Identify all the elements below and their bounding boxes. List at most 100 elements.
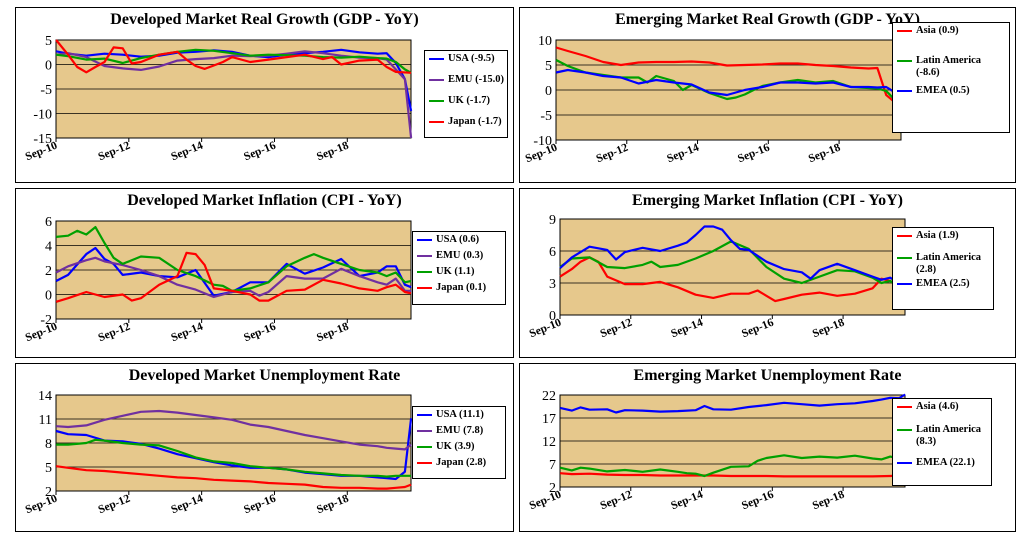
legend-label: UK (-1.7) [448,95,490,106]
legend-label: EMEA (22.1) [916,457,975,468]
y-tick-label: 17 [542,412,556,427]
y-tick-label: 0 [45,289,52,304]
legend-swatch [897,283,912,286]
legend-swatch [417,414,432,417]
y-tick-label: 2 [45,485,52,500]
legend-swatch [417,462,432,465]
x-tick-label: Sep-16 [740,317,776,341]
chart-svg: 2 5 8 11 14 Sep-10 Sep-12 Sep-14 Sep-16 Sep-18 [24,389,413,517]
legend-label: EMEA (0.5) [916,85,970,96]
series-line-japan [55,39,412,74]
series-line-emu [55,256,412,299]
x-tick-label: Sep-12 [97,321,133,345]
legend-label: EMU (7.8) [436,425,484,436]
legend-swatch [897,429,912,432]
y-tick-label: -5 [540,109,552,124]
x-tick-label: Sep-14 [169,493,205,517]
legend-swatch [417,271,432,274]
y-tick-label: -15 [33,132,52,147]
x-tick-label: Sep-18 [811,489,847,513]
legend: Asia (4.6) Latin America (8.3) EMEA (22.1) [892,398,992,486]
legend: USA (0.6) EMU (0.3) UK (1.1) Japan (0.1) [412,231,506,305]
chart-svg: 0 3 6 9 Sep-10 Sep-12 Sep-14 Sep-16 Sep-18 [528,213,906,341]
legend-swatch [897,60,912,63]
series-line-asia [555,46,903,104]
series-line-emu [56,409,412,451]
legend-label: Asia (1.9) [916,230,959,241]
y-tick-label: 0 [45,59,52,74]
x-tick-label: Sep-14 [669,317,705,341]
x-tick-label: Sep-16 [242,321,278,345]
legend-label: UK (3.9) [436,441,475,452]
y-tick-label: 10 [538,34,552,49]
chart-panel-dm-gdp: Developed Market Real Growth (GDP - YoY)… [15,7,514,183]
legend: Asia (1.9) Latin America (2.8) EMEA (2.5) [892,227,994,310]
x-tick-label: Sep-10 [24,493,60,517]
legend-label: EMU (0.3) [436,250,484,261]
legend-swatch [897,90,912,93]
y-tick-label: 11 [39,413,52,428]
legend-swatch [429,121,444,124]
series-line-emea [559,225,906,290]
x-tick-label: Sep-16 [242,140,278,164]
series-line-japan [55,465,412,490]
legend-label: Asia (4.6) [916,401,959,412]
x-tick-label: Sep-18 [315,140,351,164]
y-tick-label: 7 [549,458,556,473]
series-line-latin [559,454,906,478]
x-tick-label: Sep-10 [528,489,564,513]
x-tick-label: Sep-12 [599,317,635,341]
legend-swatch [429,58,444,61]
x-tick-label: Sep-12 [595,142,631,166]
x-tick-label: Sep-12 [599,489,635,513]
legend-label: USA (-9.5) [448,53,495,64]
y-tick-label: 0 [549,309,556,324]
chart-title: Developed Market Unemployment Rate [128,367,401,384]
legend-label: USA (11.1) [436,409,484,420]
series-line-uk [56,438,412,478]
y-tick-label: 2 [45,264,52,279]
legend-label: Japan (0.1) [436,282,487,293]
y-tick-label: 6 [45,215,52,230]
legend: Asia (0.9) Latin America (-8.6) EMEA (0.5) [892,22,1010,133]
legend-label: Japan (-1.7) [448,116,502,127]
x-tick-label: Sep-12 [97,140,133,164]
legend-label: Japan (2.8) [436,457,487,468]
y-tick-label: 2 [549,481,556,496]
y-tick-label: 6 [549,245,556,260]
x-tick-label: Sep-14 [669,489,705,513]
legend-swatch [417,446,432,449]
series-line-latin [559,240,906,290]
chart-title: Emerging Market Inflation (CPI - YoY) [632,192,903,209]
y-tick-label: 0 [545,84,552,99]
x-tick-label: Sep-18 [807,142,843,166]
legend-label: UK (1.1) [436,266,475,277]
legend-swatch [897,406,912,409]
y-tick-label: 4 [45,240,52,255]
y-tick-label: -10 [33,108,52,123]
chart-panel-em-cpi: Emerging Market Inflation (CPI - YoY) 0 3 6… [519,188,1016,358]
series-line-asia [560,472,906,478]
chart-panel-dm-unemp: Developed Market Unemployment Rate 2 5 8 11 1… [15,363,514,532]
legend-swatch [429,79,444,82]
legend-label: Latin America (2.8) [916,252,982,275]
chart-title: Developed Market Real Growth (GDP - YoY) [110,11,419,28]
legend: USA (-9.5) EMU (-15.0) UK (-1.7) Japan (-1.… [424,50,508,138]
x-tick-label: Sep-18 [315,493,351,517]
y-tick-label: 22 [542,389,556,404]
x-tick-label: Sep-16 [736,142,772,166]
y-tick-label: -5 [40,83,52,98]
y-tick-label: 12 [542,435,556,450]
legend-swatch [897,30,912,33]
legend-swatch [417,430,432,433]
x-tick-label: Sep-16 [740,489,776,513]
x-tick-label: Sep-10 [528,317,564,341]
chart-svg: 2 7 12 17 22 Sep-10 Sep-12 Sep-14 Sep-16 Sep-18 [528,389,906,513]
y-tick-label: 14 [38,389,52,404]
chart-title: Developed Market Inflation (CPI - YoY) [127,192,402,209]
y-tick-label: -2 [40,313,52,328]
x-tick-label: Sep-14 [169,321,205,345]
